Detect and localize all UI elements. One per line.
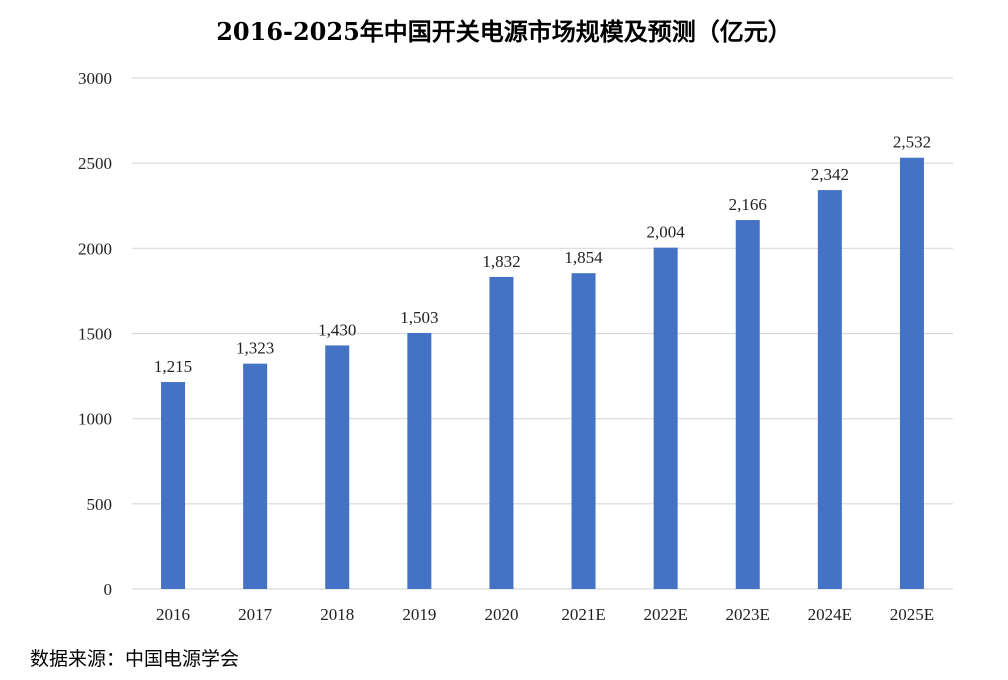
bar-2022E (653, 247, 678, 590)
data-label: 1,215 (154, 357, 192, 376)
bar-2017 (243, 363, 268, 589)
chart-title: 2016-2025年中国开关电源市场规模及预测（亿元） (216, 17, 792, 46)
bar-2021E (571, 273, 596, 589)
x-axis-ticks: 2016 2017 2018 2019 2020 2021E 2022E 2023E 2024E… (156, 605, 934, 624)
bar-2018 (325, 345, 350, 589)
data-label: 1,503 (400, 308, 438, 327)
y-tick-label: 1000 (78, 410, 112, 429)
y-tick-label: 2000 (78, 239, 112, 258)
x-tick-label: 2018 (320, 605, 354, 624)
data-source-note: 数据来源：中国电源学会 (30, 648, 240, 670)
y-axis-ticks: 0 500 1000 1500 2000 2500 3000 (78, 69, 112, 599)
bar-2016 (161, 382, 186, 589)
x-tick-label: 2024E (808, 605, 852, 624)
bar-2020 (489, 276, 514, 589)
data-label: 2,532 (893, 133, 931, 152)
data-label: 2,004 (647, 223, 686, 242)
x-tick-label: 2021E (561, 605, 605, 624)
data-label: 1,323 (236, 339, 274, 358)
x-tick-label: 2020 (484, 605, 518, 624)
y-tick-label: 3000 (78, 69, 112, 88)
data-label: 1,430 (318, 320, 356, 339)
bar-2024E (817, 190, 842, 589)
data-label: 2,342 (811, 165, 849, 184)
bars (161, 157, 924, 590)
y-tick-label: 0 (104, 580, 113, 599)
data-label: 1,854 (564, 248, 603, 267)
y-tick-label: 2500 (78, 154, 112, 173)
x-tick-label: 2016 (156, 605, 190, 624)
x-tick-label: 2022E (643, 605, 687, 624)
x-tick-label: 2025E (890, 605, 934, 624)
bar-2025E (899, 157, 924, 589)
x-tick-label: 2019 (402, 605, 436, 624)
data-label: 2,166 (729, 195, 767, 214)
x-tick-label: 2023E (726, 605, 770, 624)
bar-2019 (407, 332, 432, 589)
y-tick-label: 500 (87, 495, 113, 514)
gridlines (132, 77, 953, 590)
bar-2023E (735, 220, 760, 590)
data-labels: 1,215 1,323 1,430 1,503 1,832 1,854 2,004 2,166… (154, 133, 931, 376)
data-label: 1,832 (482, 252, 520, 271)
bar-chart: 0 500 1000 1500 2000 2500 3000 1,215 1,323 1,430… (78, 69, 953, 624)
x-tick-label: 2017 (238, 605, 273, 624)
y-tick-label: 1500 (78, 325, 112, 344)
